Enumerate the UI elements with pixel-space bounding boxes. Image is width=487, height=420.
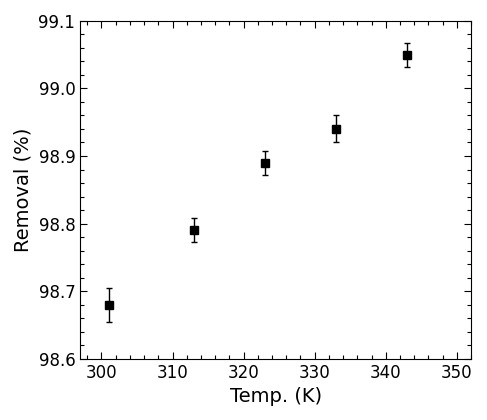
Y-axis label: Removal (%): Removal (%) [14,128,33,252]
X-axis label: Temp. (K): Temp. (K) [229,387,322,406]
